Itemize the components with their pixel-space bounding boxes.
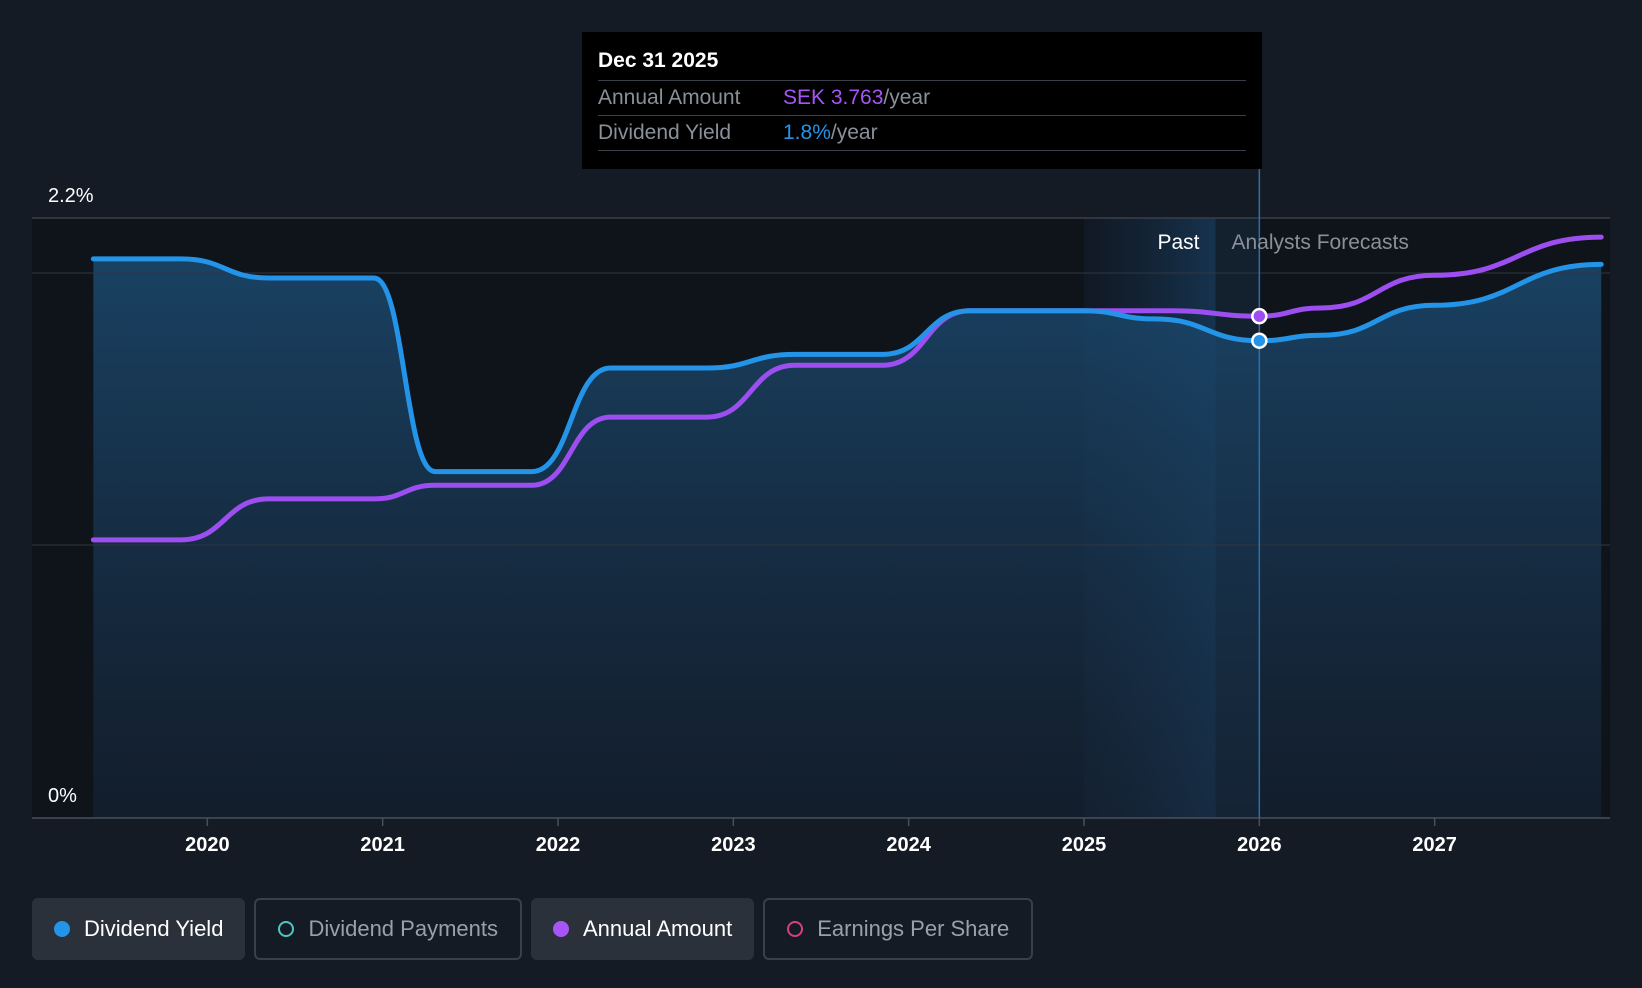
legend-annual-amount-button[interactable]: Annual Amount xyxy=(530,898,755,960)
legend-dot-icon xyxy=(787,921,804,937)
dividend-yield-marker xyxy=(1251,332,1268,349)
legend-earnings-per-share-button[interactable]: Earnings Per Share xyxy=(763,898,1034,960)
y-label-max: 2.2% xyxy=(48,185,94,207)
x-tick-label: 2027 xyxy=(1412,834,1457,856)
tooltip-label: Annual Amount xyxy=(598,86,741,109)
x-tick-label: 2025 xyxy=(1062,834,1107,856)
x-tick-label: 2020 xyxy=(185,834,230,856)
legend-dot-icon xyxy=(278,921,295,937)
tooltip-unit: /year xyxy=(883,86,931,109)
tooltip-row-annual-amount: Annual Amount SEK 3.763/year xyxy=(598,81,1246,116)
annual-amount-marker xyxy=(1251,307,1268,325)
x-tick-label: 2026 xyxy=(1237,834,1282,856)
legend-dot-icon xyxy=(552,921,569,937)
legend-label: Earnings Per Share xyxy=(817,916,1010,941)
legend-dividend-payments-button[interactable]: Dividend Payments xyxy=(254,898,522,960)
legend-dividend-yield-button[interactable]: Dividend Yield xyxy=(32,898,246,960)
x-tick-label: 2022 xyxy=(536,834,581,856)
x-tick-label: 2024 xyxy=(886,834,931,856)
y-label-min: 0% xyxy=(48,785,77,807)
x-tick-label: 2023 xyxy=(711,834,756,856)
annual-amount-line xyxy=(90,234,1604,543)
tooltip-value: SEK 3.763 xyxy=(783,86,884,109)
tooltip-markers xyxy=(1251,307,1268,349)
tooltip-row-dividend-yield: Dividend Yield 1.8%/year xyxy=(598,116,1246,151)
tooltip-value: 1.8% xyxy=(783,121,831,144)
forecast-label: Analysts Forecasts xyxy=(1232,231,1409,254)
legend-label: Annual Amount xyxy=(582,916,733,941)
legend-label: Dividend Yield xyxy=(84,916,224,941)
x-tick-label: 2021 xyxy=(360,834,405,856)
legend: Dividend Yield Dividend Payments Annual … xyxy=(32,898,1034,960)
legend-label: Dividend Payments xyxy=(308,916,498,941)
tooltip-label: Dividend Yield xyxy=(598,121,732,144)
tooltip: Dec 31 2025 Annual Amount SEK 3.763/year… xyxy=(582,32,1262,169)
legend-dot-icon xyxy=(54,921,70,937)
dividend-yield-line xyxy=(90,256,1604,475)
dividend-yield-area xyxy=(93,258,1602,819)
tooltip-date: Dec 31 2025 xyxy=(598,46,1246,81)
x-axis-ticks: 2020 2021 2022 2023 2024 2025 2026 2027 xyxy=(185,818,1457,856)
tooltip-unit: /year xyxy=(830,121,878,144)
past-label: Past xyxy=(1157,231,1199,254)
series-lines xyxy=(90,234,1604,543)
